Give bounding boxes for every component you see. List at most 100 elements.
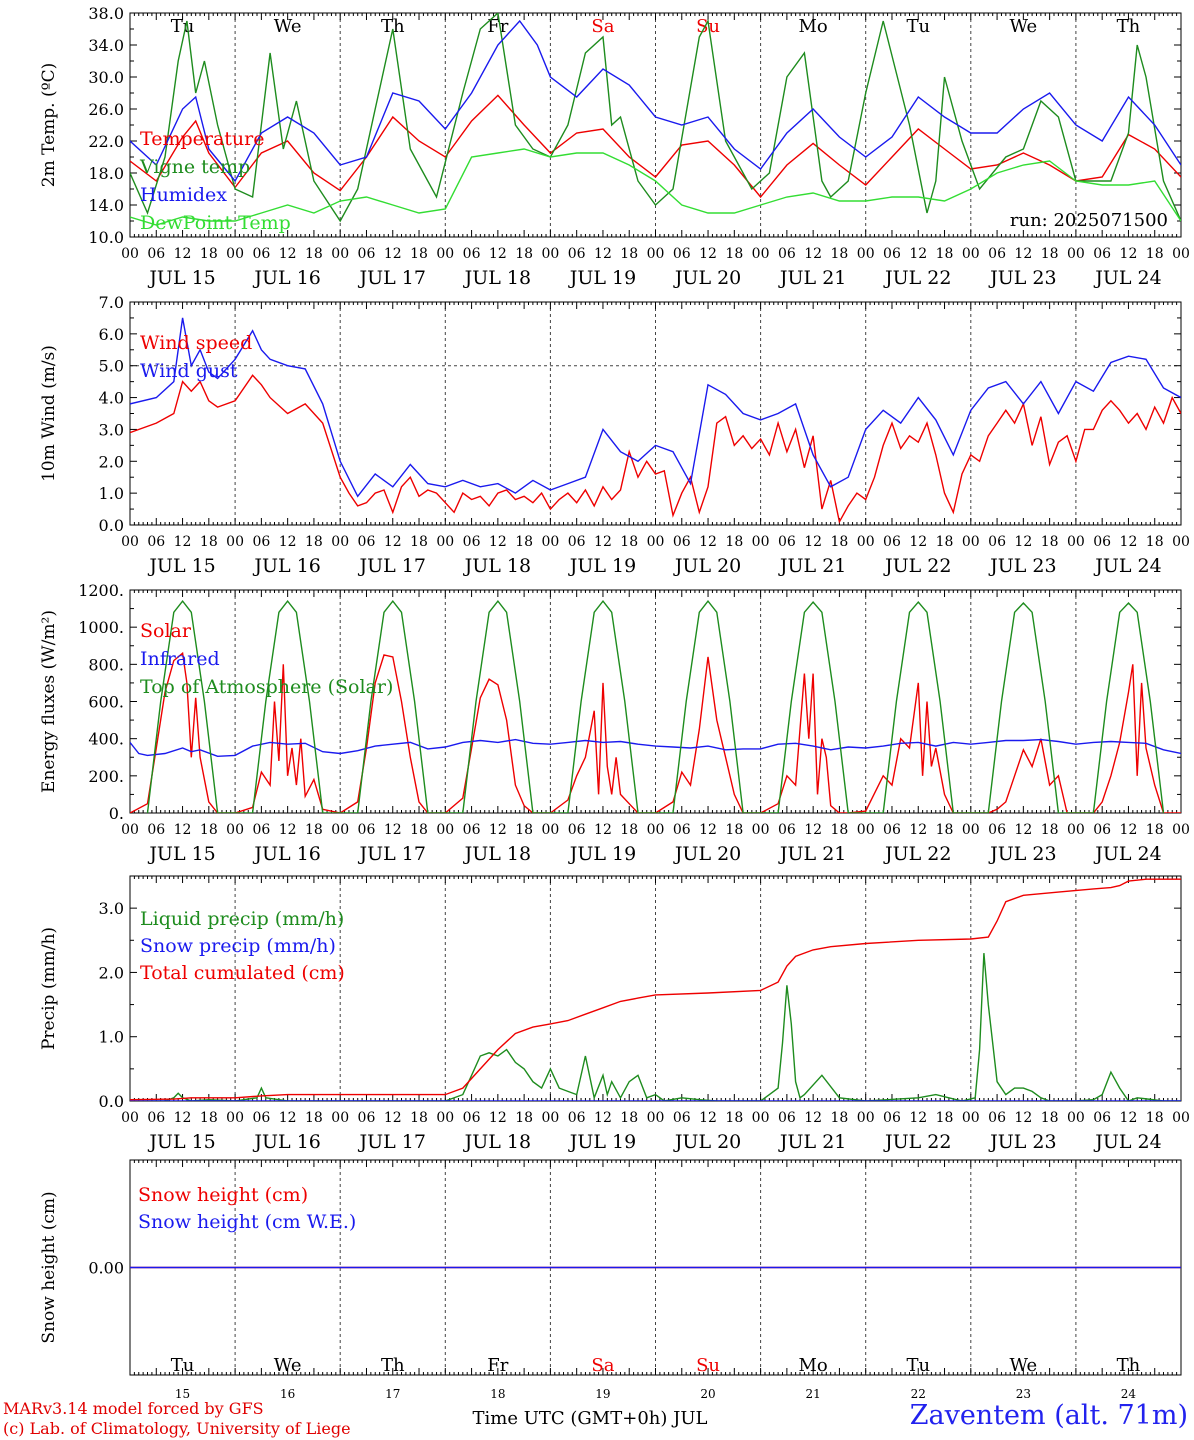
weekday-label: Th [1117, 1355, 1141, 1376]
date-label: JUL 24 [1093, 555, 1161, 577]
hour-label: 12 [699, 534, 717, 550]
hour-label: 18 [200, 1110, 218, 1126]
hour-label: 12 [1120, 1110, 1138, 1126]
hour-label: 00 [541, 246, 559, 262]
hour-label: 18 [620, 822, 638, 838]
day-number-label: 19 [595, 1387, 610, 1401]
y-tick-label: 0. [109, 804, 124, 823]
hour-label: 12 [804, 534, 822, 550]
hour-label: 12 [384, 246, 402, 262]
legend-entry: Wind gust [140, 360, 238, 382]
legend-entry: Vigne temp [139, 156, 250, 178]
date-label: JUL 21 [778, 1131, 846, 1153]
hour-label: 12 [1014, 246, 1032, 262]
hour-label: 00 [121, 534, 139, 550]
hour-label: 12 [174, 822, 192, 838]
hour-label: 18 [936, 822, 954, 838]
date-label: JUL 23 [988, 843, 1056, 865]
date-label: JUL 21 [778, 843, 846, 865]
hour-label: 12 [699, 1110, 717, 1126]
hour-label: 00 [121, 822, 139, 838]
date-label: JUL 15 [147, 843, 215, 865]
weekday-label: Mo [799, 16, 828, 37]
date-label: JUL 21 [778, 555, 846, 577]
hour-label: 18 [1146, 246, 1164, 262]
hour-label: 06 [778, 822, 796, 838]
day-number-label: 22 [911, 1387, 926, 1401]
series-line-dewpoint-temp [130, 148, 1181, 226]
hour-label: 00 [1172, 246, 1190, 262]
y-tick-label: 26.0 [88, 100, 124, 119]
panel-frame [129, 589, 1182, 814]
hour-label: 18 [936, 534, 954, 550]
y-axis-title: 10m Wind (m/s) [39, 345, 59, 482]
hour-label: 06 [147, 1110, 165, 1126]
hour-label: 00 [962, 1110, 980, 1126]
day-number-label: 23 [1016, 1387, 1031, 1401]
hour-label: 18 [410, 822, 428, 838]
weekday-label: We [274, 16, 302, 37]
y-tick-label: 22.0 [88, 132, 124, 151]
legend-entry: Solar [140, 620, 192, 642]
date-label: JUL 24 [1093, 267, 1161, 289]
y-axis-title: Snow height (cm) [39, 1191, 59, 1343]
hour-label: 18 [1146, 1110, 1164, 1126]
hour-label: 00 [857, 822, 875, 838]
hour-label: 18 [305, 534, 323, 550]
hour-label: 18 [200, 822, 218, 838]
legend-entry: Liquid precip (mm/h) [140, 908, 344, 930]
y-axis-title: Energy fluxes (W/m²) [39, 610, 59, 793]
hour-label: 18 [1146, 534, 1164, 550]
hour-label: 12 [909, 822, 927, 838]
y-tick-label: 600. [88, 693, 124, 712]
legend-entry: Temperature [140, 128, 264, 150]
hour-label: 18 [200, 246, 218, 262]
hour-label: 00 [436, 534, 454, 550]
date-label: JUL 20 [673, 267, 741, 289]
hour-label: 12 [1120, 822, 1138, 838]
hour-label: 06 [673, 246, 691, 262]
y-tick-label: 3.0 [99, 899, 124, 918]
hour-label: 00 [752, 1110, 770, 1126]
hour-label: 12 [594, 534, 612, 550]
hour-label: 06 [1093, 534, 1111, 550]
date-label: JUL 22 [883, 267, 951, 289]
y-tick-label: 0.0 [99, 1092, 124, 1111]
hour-label: 00 [647, 534, 665, 550]
hour-label: 12 [594, 246, 612, 262]
hour-label: 00 [331, 534, 349, 550]
day-number-label: 16 [280, 1387, 295, 1401]
y-tick-label: 6.0 [99, 325, 124, 344]
hour-label: 12 [594, 822, 612, 838]
hour-label: 12 [384, 822, 402, 838]
hour-label: 18 [725, 246, 743, 262]
date-label: JUL 22 [883, 555, 951, 577]
hour-label: 12 [279, 534, 297, 550]
y-tick-label: 1.0 [99, 484, 124, 503]
date-label: JUL 20 [673, 555, 741, 577]
hour-label: 12 [489, 1110, 507, 1126]
weekday-label: Tu [171, 16, 195, 37]
hour-label: 00 [541, 1110, 559, 1126]
panel-frame [129, 12, 1182, 238]
hour-label: 18 [936, 246, 954, 262]
y-tick-label: 1000. [78, 618, 124, 637]
hour-label: 00 [541, 822, 559, 838]
hour-label: 00 [121, 1110, 139, 1126]
hour-label: 18 [620, 246, 638, 262]
hour-label: 00 [752, 822, 770, 838]
hour-label: 00 [962, 246, 980, 262]
hour-label: 00 [226, 822, 244, 838]
date-label: JUL 22 [883, 843, 951, 865]
y-tick-label: 30.0 [88, 68, 124, 87]
hour-label: 00 [1172, 822, 1190, 838]
hour-label: 12 [909, 246, 927, 262]
hour-label: 12 [174, 1110, 192, 1126]
weekday-label: Su [696, 16, 720, 37]
hour-label: 06 [883, 534, 901, 550]
hour-label: 12 [174, 246, 192, 262]
hour-label: 06 [673, 1110, 691, 1126]
hour-label: 18 [831, 246, 849, 262]
hour-label: 12 [279, 246, 297, 262]
hour-label: 00 [226, 534, 244, 550]
